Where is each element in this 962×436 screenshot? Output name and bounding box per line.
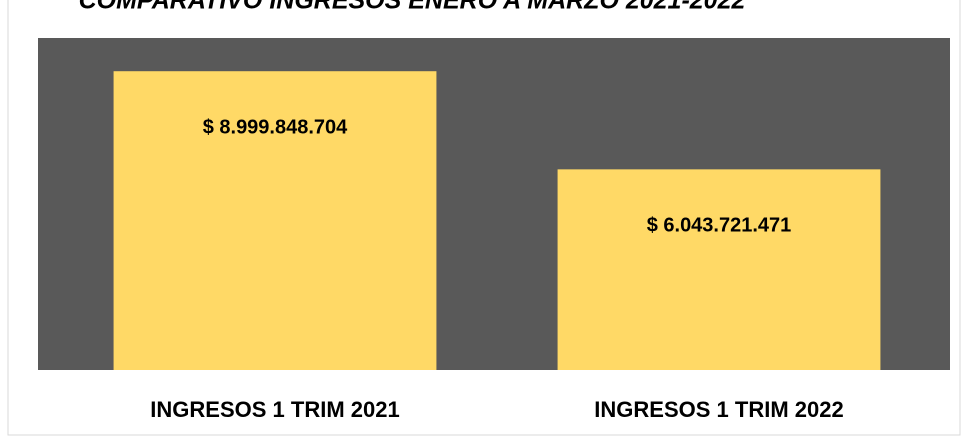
chart-title: COMPARATIVO INGRESOS ENERO A MARZO 2021-…: [79, 0, 746, 15]
data-label: $ 6.043.721.471: [647, 215, 792, 237]
bar: [557, 169, 881, 370]
x-tick-label: INGRESOS 1 TRIM 2022: [594, 397, 843, 422]
bar: [113, 71, 437, 371]
data-label: $ 8.999.848.704: [203, 116, 348, 138]
x-tick-label: INGRESOS 1 TRIM 2021: [150, 397, 399, 422]
